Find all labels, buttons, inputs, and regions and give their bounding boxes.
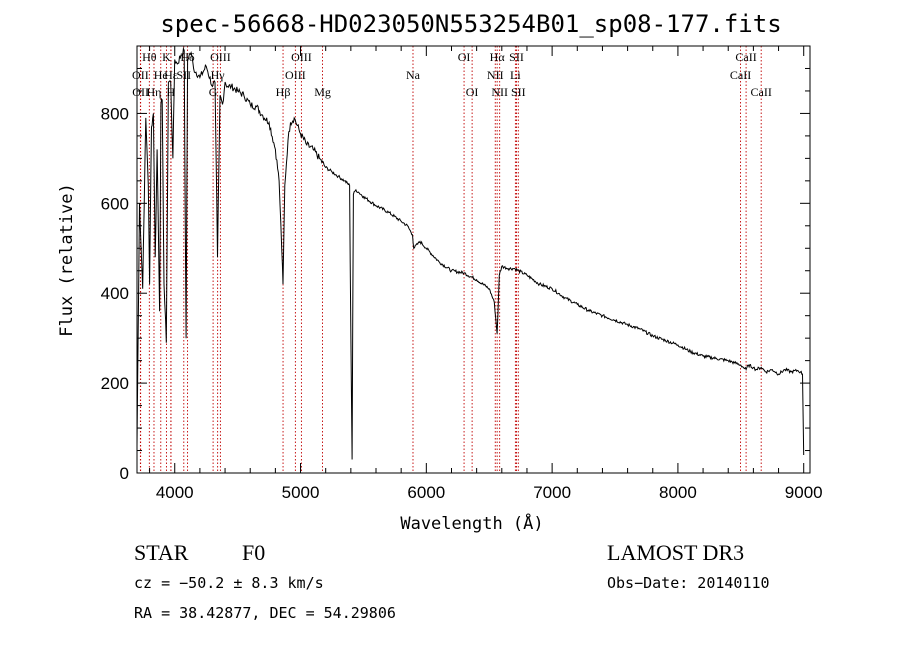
x-tick-label: 4000 (156, 483, 194, 502)
x-axis-ticks: 4000 5000 6000 7000 8000 9000 (149, 46, 823, 502)
y-tick-label: 0 (120, 464, 129, 483)
spectral-line-label: CaII (751, 85, 772, 99)
spectral-line-label: OI (458, 50, 471, 64)
spectral-line-label: Hα (490, 50, 506, 64)
spectral-line-label: SII (511, 85, 526, 99)
y-tick-label: 800 (101, 104, 129, 123)
spectral-line-label: Li (510, 68, 521, 82)
survey-name: LAMOST DR3 (607, 540, 745, 565)
x-tick-label: 5000 (282, 483, 320, 502)
spectral-line-label: NII (491, 85, 508, 99)
y-tick-label: 600 (101, 194, 129, 213)
spectral-line-labels: OIIOIIHθHηHeKHHεSIIHδHγGOIIIHβOIIIOIIIMg… (132, 50, 772, 99)
y-axis-label: Flux (relative) (57, 183, 77, 337)
spectral-line-label: NII (487, 68, 504, 82)
spectral-line-label: SII (509, 50, 524, 64)
object-class: STAR (134, 540, 189, 565)
y-axis-ticks: 0 200 400 600 800 (101, 45, 810, 483)
spectral-line-label: SII (176, 68, 191, 82)
spectral-line-label: OIII (210, 50, 231, 64)
spectral-line-label: OII (132, 85, 149, 99)
y-tick-label: 200 (101, 374, 129, 393)
redshift-velocity: cz = −50.2 ± 8.3 km/s (134, 574, 324, 592)
spectral-line-markers (139, 46, 762, 473)
spectral-line-label: Na (406, 68, 421, 82)
x-tick-label: 8000 (659, 483, 697, 502)
x-tick-label: 7000 (533, 483, 571, 502)
x-tick-label: 6000 (407, 483, 445, 502)
spectral-line-label: OIII (291, 50, 312, 64)
plot-frame (136, 45, 811, 474)
spectral-line-label: K (162, 50, 171, 64)
spectral-line-label: G (209, 85, 218, 99)
spectral-line-label: Hη (147, 85, 162, 99)
spectral-line-label: Hβ (276, 85, 291, 99)
coordinates: RA = 38.42877, DEC = 54.29806 (134, 604, 396, 622)
spectral-line-label: OI (466, 85, 479, 99)
y-tick-label: 400 (101, 284, 129, 303)
spectral-line-label: Hγ (211, 68, 226, 82)
spectral-line-label: Hθ (142, 50, 157, 64)
x-tick-label: 9000 (785, 483, 823, 502)
spectral-line-label: He (154, 68, 168, 82)
spectral-line-label: CaII (730, 68, 751, 82)
spectrum-line (136, 46, 805, 460)
x-axis-label: Wavelength (Å) (400, 512, 543, 534)
observation-date: Obs−Date: 20140110 (607, 574, 770, 592)
object-subclass: F0 (242, 540, 266, 565)
spectral-line-label: OIII (285, 68, 306, 82)
chart-title: spec-56668-HD023050N553254B01_sp08-177.f… (160, 10, 781, 38)
spectral-line-label: OII (132, 68, 149, 82)
spectral-line-label: CaII (735, 50, 756, 64)
spectral-line-label: Mg (314, 85, 331, 99)
